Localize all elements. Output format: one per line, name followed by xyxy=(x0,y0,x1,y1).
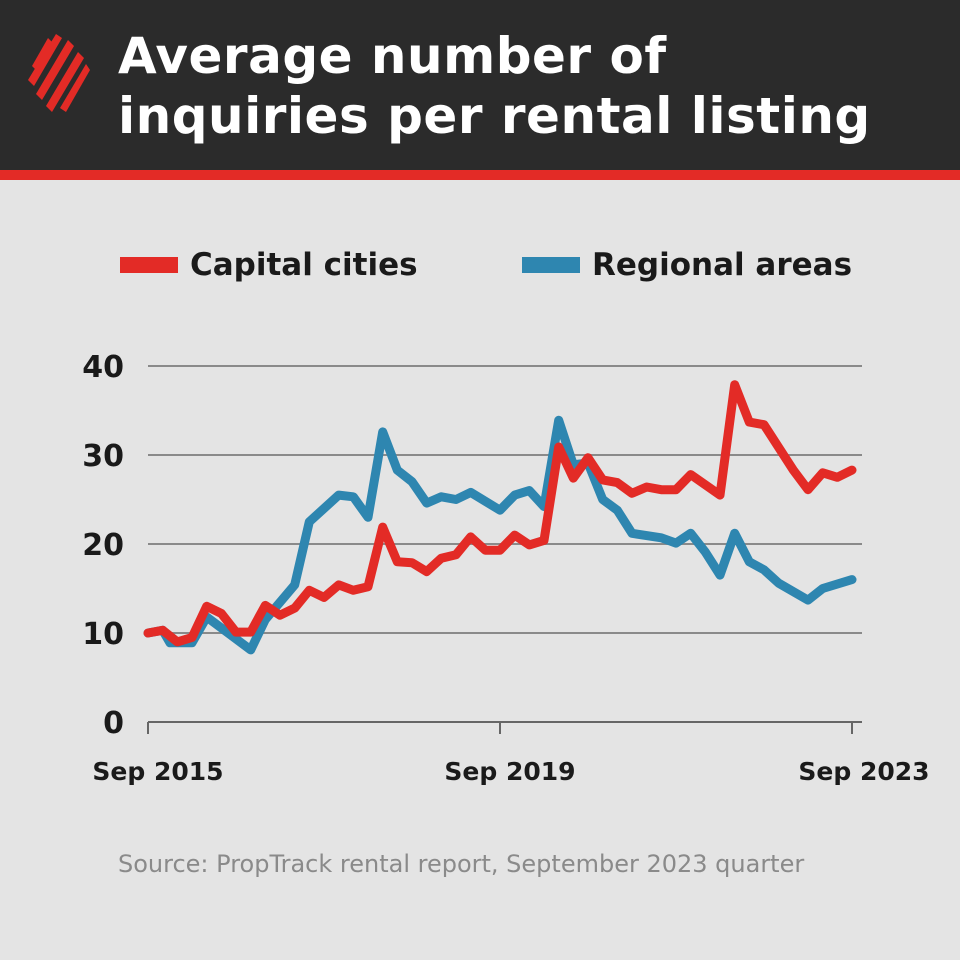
sbs-logo-icon xyxy=(28,34,90,112)
title-line-2: inquiries per rental listing xyxy=(118,87,871,145)
y-tick-label: 20 xyxy=(82,528,124,563)
source-note: Source: PropTrack rental report, Septemb… xyxy=(118,850,805,878)
y-tick-label: 0 xyxy=(103,706,124,741)
y-tick-label: 10 xyxy=(82,617,124,652)
header-accent-rule xyxy=(0,170,960,180)
legend-swatch-regional xyxy=(522,257,580,273)
x-tick-label: Sep 2019 xyxy=(444,757,575,786)
legend: Capital cities Regional areas xyxy=(0,240,960,290)
legend-swatch-capital xyxy=(120,257,178,273)
chart-title: Average number of inquiries per rental l… xyxy=(118,26,871,146)
y-tick-label: 30 xyxy=(82,439,124,474)
legend-label-capital: Capital cities xyxy=(190,247,418,283)
header-band: Average number of inquiries per rental l… xyxy=(0,0,960,170)
x-tick-label: Sep 2023 xyxy=(798,757,929,786)
legend-item-capital: Capital cities xyxy=(120,240,418,290)
y-tick-label: 40 xyxy=(82,350,124,385)
title-line-1: Average number of xyxy=(118,27,667,85)
legend-label-regional: Regional areas xyxy=(592,247,853,283)
legend-item-regional: Regional areas xyxy=(522,240,852,290)
x-tick-label: Sep 2015 xyxy=(92,757,223,786)
